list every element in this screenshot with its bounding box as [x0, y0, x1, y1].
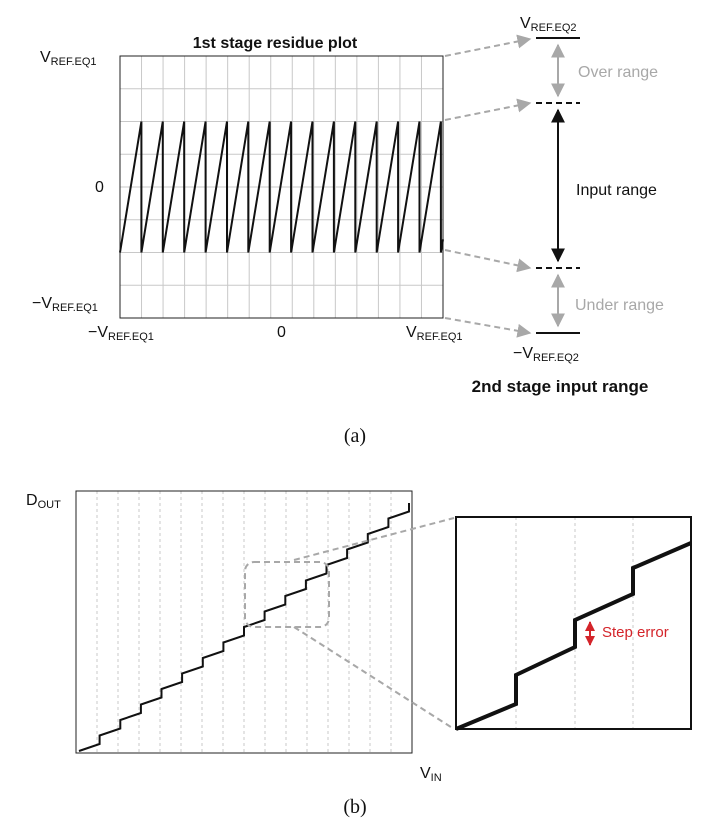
y-label-vref-eq1-bottom: −VREF.EQ1 [32, 295, 98, 314]
vref-eq2-bottom-label: −VREF.EQ2 [513, 345, 579, 364]
panel-b: DOUT VIN Step error (b) [26, 490, 692, 818]
residue-sawtooth [119, 121, 444, 253]
zoom-staircase [455, 541, 692, 731]
connector-bottom [444, 317, 532, 338]
input-range-label: Input range [576, 182, 657, 199]
transfer-plot-frame [75, 490, 413, 754]
caption-b: (b) [343, 796, 366, 818]
zoom-frame [455, 516, 692, 730]
connector-low [444, 249, 532, 273]
second-stage-title: 2nd stage input range [472, 377, 649, 396]
zoom-connector-bottom [293, 626, 455, 730]
transfer-plot-grid [96, 491, 392, 753]
x-label-neg-vref-eq1: −VREF.EQ1 [88, 324, 154, 343]
x-label-vin: VIN [420, 765, 442, 784]
zoom-connector-top [293, 517, 455, 561]
residue-plot-frame [119, 55, 444, 319]
connector-top [444, 34, 532, 57]
step-error-label: Step error [602, 624, 669, 641]
under-range-label: Under range [575, 297, 664, 314]
over-range-label: Over range [578, 64, 658, 81]
panel-a: 1st stage residue plot VREF.EQ1 0 −VREF.… [32, 15, 664, 447]
zoom-region-box [244, 561, 330, 628]
y-label-dout: DOUT [26, 492, 61, 511]
x-label-vref-eq1: VREF.EQ1 [406, 324, 463, 343]
transfer-staircase [78, 503, 410, 752]
connector-high [444, 98, 532, 121]
x-label-zero: 0 [277, 324, 286, 341]
y-label-vref-eq1-top: VREF.EQ1 [40, 49, 97, 68]
residue-plot-grid [120, 56, 443, 318]
y-label-zero: 0 [95, 179, 104, 196]
residue-plot-title: 1st stage residue plot [193, 35, 358, 52]
vref-eq2-top-label: VREF.EQ2 [520, 15, 577, 34]
caption-a: (a) [344, 425, 366, 447]
